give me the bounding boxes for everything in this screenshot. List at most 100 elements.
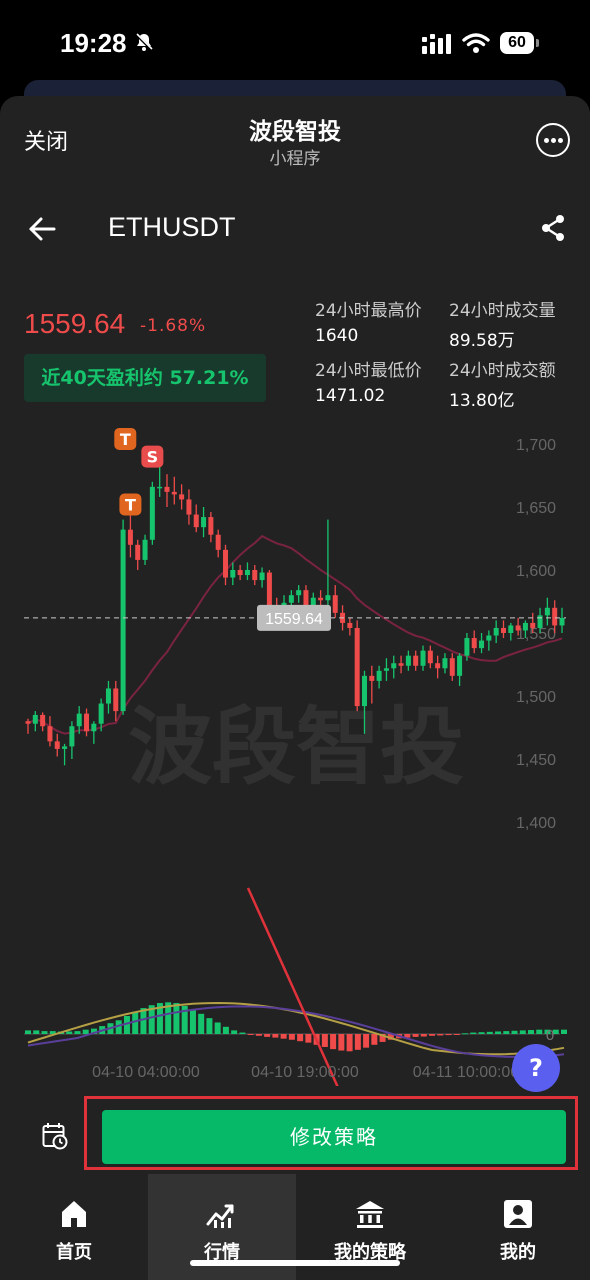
candle-body	[135, 544, 141, 560]
macd-bar	[371, 1034, 378, 1045]
candles	[25, 466, 565, 766]
macd-bar	[123, 1016, 130, 1034]
candle-body	[186, 499, 192, 515]
tab-profile[interactable]: 我的	[444, 1174, 590, 1280]
annotation-arrow-line	[246, 887, 339, 1086]
candle-body	[171, 491, 177, 495]
stat-turnover-value: 13.80亿	[449, 391, 515, 411]
macd-bar	[90, 1028, 97, 1034]
macd-bar	[354, 1034, 361, 1050]
macd-bar	[470, 1032, 477, 1034]
macd-bar	[305, 1034, 312, 1043]
macd-bar	[181, 1005, 188, 1034]
macd-bar	[536, 1029, 543, 1034]
close-button[interactable]: 关闭	[24, 130, 69, 155]
candle-body	[266, 572, 272, 606]
current-price: 1559.64	[24, 308, 126, 339]
candle-body	[179, 494, 185, 500]
candle-body	[420, 650, 426, 666]
calendar-clock-icon[interactable]	[42, 1122, 68, 1150]
macd-bar	[338, 1034, 345, 1051]
candle-body	[193, 514, 199, 528]
profile-icon	[504, 1200, 532, 1228]
candle-body	[237, 570, 243, 576]
modify-strategy-button[interactable]: 修改策略	[102, 1110, 566, 1164]
macd-bar	[272, 1034, 279, 1038]
more-options-button[interactable]	[536, 123, 570, 157]
wifi-icon	[462, 33, 490, 53]
candle-body	[361, 675, 367, 707]
macd-bar	[25, 1030, 31, 1034]
moving-average	[27, 534, 563, 735]
tab-label: 行情	[204, 1242, 240, 1263]
candle-body	[369, 675, 375, 681]
share-icon[interactable]	[540, 214, 566, 242]
macd-bar	[255, 1034, 262, 1036]
ma-line	[27, 534, 563, 735]
dot-icon	[551, 138, 556, 143]
macd-bar	[140, 1008, 147, 1034]
candle-body	[98, 703, 104, 724]
signal-marker	[141, 445, 164, 468]
candle-body	[471, 638, 477, 649]
y-tick-label: 1,550	[516, 626, 556, 643]
candle-body	[442, 658, 448, 669]
current-price-tag-label: 1559.64	[265, 611, 323, 628]
status-bar: 19:28 60	[0, 0, 590, 90]
signal-marker	[114, 427, 137, 450]
macd-bar	[206, 1018, 213, 1034]
macd-bar	[330, 1034, 337, 1050]
macd-bar	[214, 1022, 221, 1034]
stat-volume-label: 24小时成交量	[449, 301, 556, 321]
macd-bar	[74, 1031, 81, 1034]
candle-body	[223, 549, 229, 578]
tab-home[interactable]: 首页	[0, 1174, 148, 1280]
candle-body	[62, 746, 68, 749]
macd-bar	[66, 1031, 73, 1034]
candle-body	[500, 627, 506, 633]
bank-icon	[356, 1201, 384, 1228]
candle-body	[69, 726, 75, 747]
macd-bar	[82, 1029, 89, 1034]
candle-body	[84, 713, 90, 732]
y-tick-label: 1,700	[516, 437, 556, 454]
macd-bar	[420, 1034, 427, 1037]
back-arrow-icon[interactable]	[28, 216, 56, 242]
macd-bar	[379, 1034, 386, 1042]
action-bar: 修改策略	[0, 1096, 590, 1176]
price-change: -1.68%	[140, 316, 207, 336]
macd-bar	[321, 1034, 328, 1047]
help-button[interactable]: ?	[512, 1044, 560, 1092]
y-tick-label: 1,500	[516, 689, 556, 706]
candle-body	[522, 622, 528, 631]
candle-body	[127, 529, 133, 545]
macd-bar	[280, 1034, 287, 1039]
macd-histogram: 0	[24, 1001, 567, 1058]
candle-body	[354, 627, 360, 707]
status-time: 19:28	[60, 28, 127, 58]
candle-body	[347, 622, 353, 628]
signal-marker-label: S	[147, 448, 159, 467]
annotation-highlight-box	[84, 1096, 578, 1170]
candle-body	[537, 615, 543, 628]
macd-bar	[437, 1034, 444, 1036]
x-tick-label: 04-10 04:00:00	[92, 1064, 200, 1081]
y-tick-label: 1,650	[516, 500, 556, 517]
candle-body	[149, 486, 155, 540]
macd-bar	[519, 1030, 526, 1034]
candle-body	[318, 597, 324, 601]
mini-program-sheet: 关闭 波段智投 小程序 ETHUSDT 1559.64 -1.68% 近40天盈…	[0, 96, 590, 1280]
candle-body	[435, 663, 441, 669]
macd-bar	[247, 1034, 254, 1035]
mini-program-subtitle: 小程序	[269, 149, 321, 169]
home-icon	[62, 1201, 86, 1227]
candle-body	[164, 486, 170, 492]
price-chart[interactable]: 波段智投 1,700 1,650 1,600 1,550 1,500 1,450 1,400…	[0, 426, 590, 1086]
x-tick-label: 04-11 10:00:00	[413, 1064, 520, 1081]
candle-body	[332, 595, 338, 613]
tab-label: 我的策略	[334, 1242, 406, 1263]
tab-my-strategies[interactable]: 我的策略	[296, 1174, 444, 1280]
market-chart-icon	[206, 1204, 234, 1228]
candle-body	[552, 607, 558, 626]
